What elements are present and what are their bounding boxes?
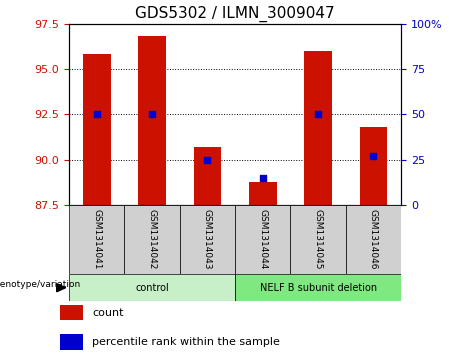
Polygon shape (57, 284, 65, 292)
Text: GSM1314045: GSM1314045 (313, 209, 323, 270)
Text: NELF B subunit deletion: NELF B subunit deletion (260, 283, 377, 293)
Point (93, 111, 100, 117)
Text: count: count (92, 307, 124, 318)
Title: GDS5302 / ILMN_3009047: GDS5302 / ILMN_3009047 (135, 6, 335, 22)
Text: GSM1314042: GSM1314042 (148, 209, 157, 270)
Bar (290, 205, 346, 274)
Point (204, 157, 211, 163)
Bar (304, 51, 332, 205)
Bar (235, 274, 401, 301)
Bar (83, 54, 111, 205)
Text: genotype/variation: genotype/variation (0, 281, 81, 289)
Bar (180, 205, 235, 274)
Bar (194, 147, 221, 205)
Bar (69, 274, 235, 301)
Text: percentile rank within the sample: percentile rank within the sample (92, 337, 280, 347)
Point (370, 153, 377, 159)
Bar (360, 127, 387, 205)
Bar (124, 205, 180, 274)
Text: GSM1314044: GSM1314044 (258, 209, 267, 270)
Point (314, 111, 322, 117)
Text: GSM1314041: GSM1314041 (92, 209, 101, 270)
Bar (249, 182, 277, 205)
Bar (346, 205, 401, 274)
Point (259, 175, 266, 181)
Bar (60, 305, 83, 320)
Bar (235, 205, 290, 274)
Bar (60, 334, 83, 350)
Bar (69, 205, 124, 274)
Bar (138, 36, 166, 205)
Text: GSM1314043: GSM1314043 (203, 209, 212, 270)
Text: GSM1314046: GSM1314046 (369, 209, 378, 270)
Text: control: control (135, 283, 169, 293)
Point (148, 111, 156, 117)
